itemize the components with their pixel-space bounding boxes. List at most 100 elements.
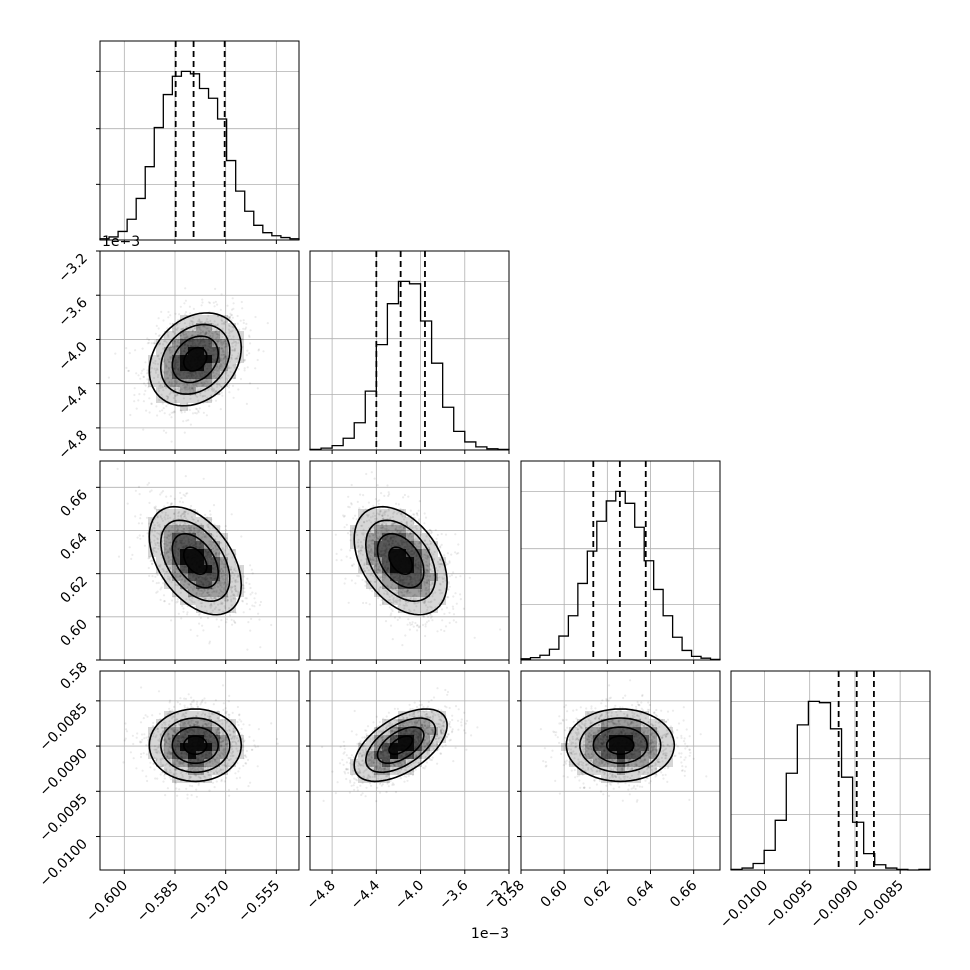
scatter-point	[162, 407, 165, 410]
density-cell	[438, 581, 446, 589]
scatter-point	[407, 495, 410, 498]
scatter-point	[181, 501, 184, 504]
scatter-point	[172, 345, 175, 348]
scatter-point	[189, 379, 192, 382]
scatter-point	[380, 492, 383, 495]
scatter-point	[154, 332, 157, 335]
scatter-point	[448, 621, 451, 625]
scatter-point	[148, 397, 151, 400]
scatter-point	[142, 368, 145, 371]
scatter-point	[182, 610, 185, 613]
scatter-point	[228, 391, 231, 394]
density-cell	[180, 371, 188, 379]
scatter-point	[231, 623, 234, 626]
scatter-point	[155, 405, 158, 408]
scatter-point	[209, 334, 212, 337]
scatter-point	[199, 394, 202, 397]
density-cell	[164, 363, 172, 371]
scatter-point	[133, 387, 136, 390]
scatter-point	[391, 609, 394, 613]
scatter-point	[217, 625, 220, 628]
scatter-point	[434, 528, 437, 532]
scatter-point	[245, 602, 248, 606]
scatter-point	[231, 345, 234, 348]
scatter-point	[184, 299, 187, 302]
scatter-point	[194, 407, 198, 410]
scatter-point	[387, 491, 390, 494]
density-cell	[366, 541, 374, 549]
scatter-point	[159, 588, 162, 591]
scatter-point	[168, 374, 171, 377]
scatter-point	[250, 617, 253, 621]
scatter-point	[134, 349, 137, 352]
scatter-point	[233, 349, 236, 352]
scatter-point	[170, 382, 173, 385]
scatter-point	[177, 341, 180, 344]
scatter-point	[222, 349, 225, 352]
density-cell	[204, 605, 212, 613]
scatter-point	[408, 621, 411, 625]
scatter-point	[192, 321, 195, 324]
scatter-point	[169, 495, 172, 498]
density-cell	[358, 541, 366, 549]
scatter-point	[167, 335, 170, 338]
scatter-point	[142, 534, 145, 538]
scatter-point	[227, 386, 230, 389]
scatter-point	[157, 373, 160, 377]
scatter-point	[440, 532, 443, 536]
scatter-point	[448, 560, 451, 563]
scatter-point	[362, 494, 365, 497]
scatter-point	[158, 398, 161, 401]
scatter-point	[156, 375, 159, 379]
scatter-point	[257, 612, 260, 615]
scatter-point	[270, 623, 273, 627]
scatter-point	[161, 409, 164, 412]
scatter-point	[177, 390, 180, 393]
density-cell	[220, 581, 228, 589]
scatter-point	[436, 533, 439, 537]
scatter-point	[190, 385, 193, 388]
scatter-point	[212, 371, 215, 374]
scatter-point	[225, 355, 228, 359]
scatter-point	[441, 619, 444, 622]
scatter-point	[141, 522, 144, 525]
scatter-point	[198, 622, 201, 625]
scatter-point	[185, 492, 188, 495]
density-cell	[172, 525, 180, 533]
scatter-point	[206, 396, 209, 399]
density-cell	[188, 597, 196, 605]
scatter-point	[172, 411, 175, 414]
scatter-point	[386, 484, 389, 487]
scatter-point	[168, 413, 171, 416]
scatter-point	[393, 616, 397, 619]
scatter-point	[220, 347, 223, 350]
scatter-point	[184, 287, 187, 290]
scatter-point	[221, 350, 224, 353]
scatter-point	[499, 628, 502, 631]
scatter-point	[155, 582, 158, 585]
scatter-point	[239, 319, 242, 322]
scatter-point	[340, 559, 343, 562]
scatter-point	[154, 371, 157, 374]
scatter-point	[187, 419, 190, 422]
density-cell	[196, 589, 204, 597]
scatter-point	[424, 625, 427, 628]
scatter-point	[251, 591, 254, 594]
scatter-point	[455, 602, 458, 605]
scatter-point	[210, 327, 213, 331]
scatter-point	[212, 332, 215, 335]
scatter-point	[355, 518, 358, 521]
density-cell	[374, 509, 382, 517]
scatter-point	[343, 514, 346, 518]
scatter-point	[253, 605, 256, 608]
density-cell	[430, 573, 438, 581]
scatter-point	[459, 598, 462, 601]
scatter-point	[216, 339, 219, 342]
scatter-point	[230, 314, 233, 317]
scatter-point	[243, 367, 246, 370]
scatter-point	[179, 334, 182, 337]
density-cell	[398, 557, 406, 565]
scatter-point	[181, 327, 184, 331]
scatter-point	[162, 594, 166, 597]
